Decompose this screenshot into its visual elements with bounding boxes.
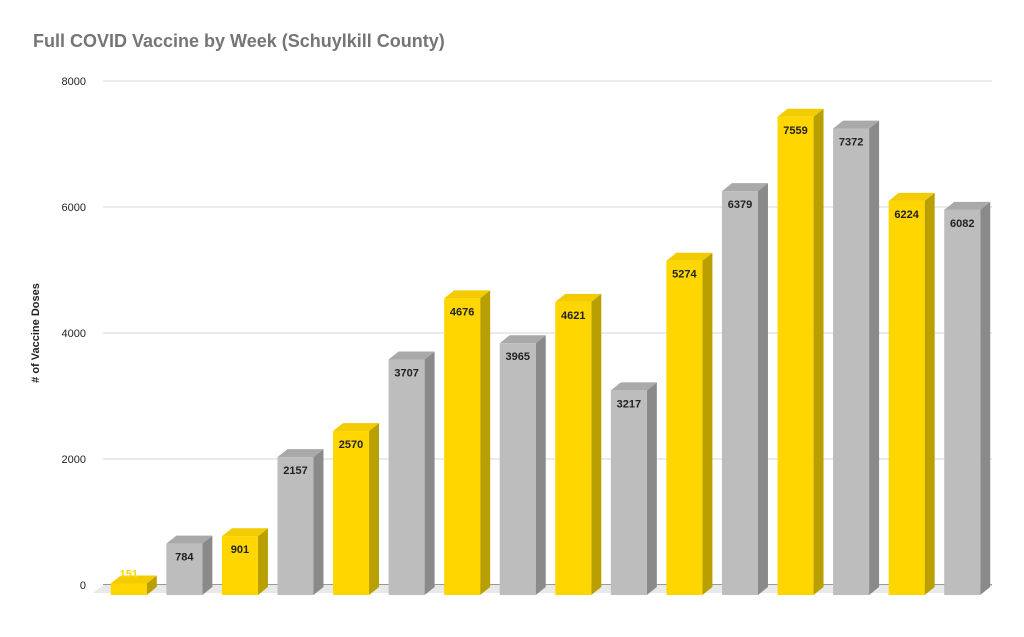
bar-side-14 [924,192,935,595]
y-axis-label: # of Vaccine Doses [30,283,42,383]
data-label-7: 3965 [505,351,529,363]
bar-top-1 [166,535,213,544]
bar-side-5 [424,351,435,595]
y-tick-label-2: 4000 [62,328,86,340]
data-label-3: 2157 [283,465,307,477]
bar-front-10 [666,260,703,595]
data-label-1: 784 [175,552,194,564]
bar-9 [610,382,657,595]
bar-side-2 [257,528,268,595]
bar-11 [721,183,768,596]
bar-12 [777,108,824,596]
bar-side-7 [535,335,546,595]
chart-title: Full COVID Vaccine by Week (Schuylkill C… [33,31,445,51]
bar-front-1 [166,543,203,595]
bar-side-6 [480,290,491,595]
bar-side-9 [646,382,657,595]
data-label-11: 6379 [728,199,752,211]
bar-15 [944,201,991,596]
data-label-15: 6082 [950,218,974,230]
bar-2 [221,528,268,595]
bar-front-4 [333,431,370,595]
bar-1 [166,535,213,595]
data-label-12: 7559 [783,125,807,137]
bar-front-0 [110,583,147,595]
bar-top-2 [221,528,268,537]
y-tick-label-1: 2000 [62,454,86,466]
bar-10 [666,252,713,595]
bar-top-8 [555,293,602,302]
bar-top-11 [721,183,768,192]
bar-top-7 [499,335,546,344]
data-label-13: 7372 [839,137,863,149]
bar-top-3 [277,449,324,458]
bar-7 [499,335,546,595]
y-axis-ticks: 0 2000 4000 6000 8000 [62,76,86,592]
bar-top-6 [444,290,491,299]
bar-front-8 [555,301,592,595]
bar-5 [388,351,435,595]
bar-side-1 [202,535,213,595]
bar-front-13 [833,128,870,595]
bar-front-11 [721,191,758,596]
data-label-2: 901 [231,544,249,556]
bar-front-14 [888,200,925,595]
bar-top-5 [388,351,435,360]
bar-front-9 [610,390,647,595]
bar-side-8 [591,293,602,595]
bar-side-10 [702,252,713,595]
bar-3 [277,449,324,595]
data-label-8: 4621 [561,310,585,322]
bar-side-12 [813,108,824,596]
bar-top-4 [333,423,380,432]
data-label-4: 2570 [339,439,363,451]
bar-0 [110,575,157,595]
y-tick-label-3: 6000 [62,202,86,214]
bar-top-0 [110,575,157,584]
bar-front-15 [944,209,981,596]
bar-top-9 [610,382,657,391]
bar-side-3 [313,449,324,595]
bar-front-3 [277,457,314,595]
bar-8 [555,293,602,595]
bar-side-11 [757,183,768,596]
bar-front-2 [221,536,258,595]
bar-top-13 [833,120,880,129]
bar-front-5 [388,359,425,595]
bar-top-12 [777,108,824,117]
bar-6 [444,290,491,595]
bar-top-15 [944,201,991,210]
y-tick-label-0: 0 [80,580,86,592]
bar-side-15 [980,201,991,596]
data-label-9: 3217 [617,398,641,410]
bar-4 [333,423,380,595]
bar-side-0 [146,575,157,595]
data-label-10: 5274 [672,269,697,281]
bar-front-6 [444,298,481,595]
data-label-6: 4676 [450,306,474,318]
bar-front-12 [777,116,814,596]
data-labels: 151 784 901 2157 2570 3707 4676 3965 4621 3217 527… [120,125,975,581]
bar-side-13 [869,120,880,596]
data-label-14: 6224 [894,209,919,221]
data-label-5: 3707 [394,367,418,379]
bars [110,108,991,596]
data-label-0: 151 [120,568,138,580]
bar-side-4 [369,423,380,595]
bar-14 [888,192,935,595]
bar-top-14 [888,192,935,201]
bar-front-7 [499,343,536,595]
y-tick-label-4: 8000 [62,76,86,88]
bar-13 [833,120,880,596]
bar-top-10 [666,252,713,261]
